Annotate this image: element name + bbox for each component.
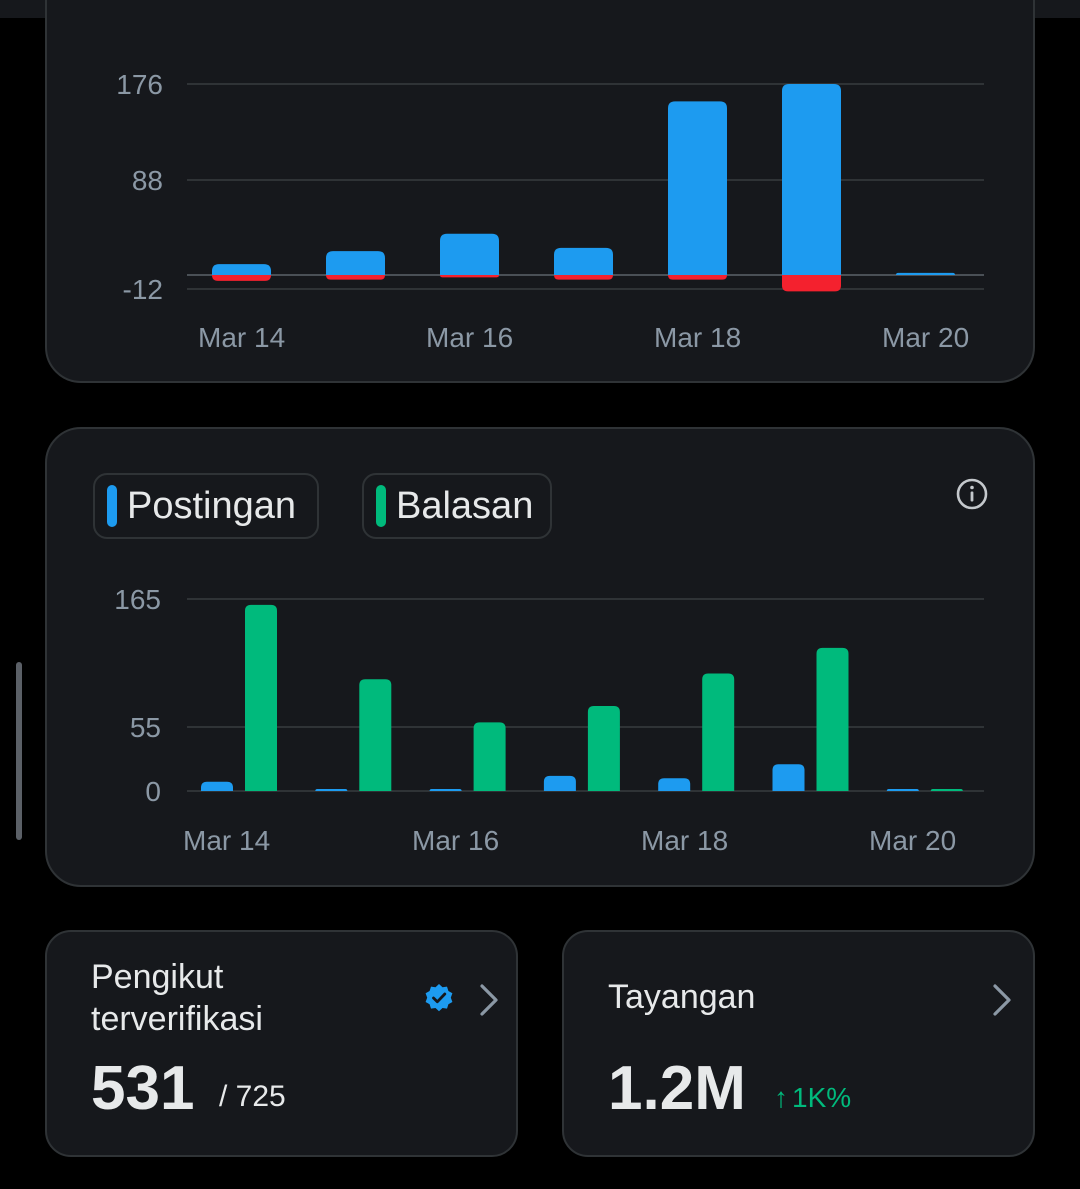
bar-chart-top: 176 88 -12 Mar 14 Mar 16 Mar 18 Mar 20: [116, 69, 984, 353]
impressions-change: 1K%: [792, 1082, 852, 1113]
verified-badge-icon: [425, 984, 453, 1012]
y-tick-label: 176: [116, 69, 163, 100]
impressions-trend: ↑ 1K%: [774, 1082, 851, 1114]
chevron-right-icon[interactable]: [990, 982, 1014, 1018]
info-icon[interactable]: [955, 477, 989, 511]
chart-card-top: 176 88 -12 Mar 14 Mar 16 Mar 18 Mar 20: [45, 0, 1035, 383]
x-tick-label: Mar 18: [654, 322, 741, 353]
bar-balasan: [473, 722, 506, 791]
legend-chip-posts[interactable]: Postingan: [93, 473, 319, 539]
verified-followers-card[interactable]: Pengikut terverifikasi 531 / 725: [45, 930, 518, 1157]
bar-postingan: [772, 764, 805, 791]
bar-positive: [440, 233, 499, 275]
impressions-title: Tayangan: [608, 978, 756, 1016]
bar-balasan: [930, 789, 963, 791]
y-tick-label: 165: [114, 584, 161, 615]
bar-balasan: [359, 679, 392, 791]
bar-positive: [668, 101, 727, 275]
x-tick-label: Mar 14: [183, 825, 270, 856]
bar-postingan: [658, 778, 691, 791]
x-tick-label: Mar 18: [641, 825, 728, 856]
y-tick-label: 88: [132, 165, 163, 196]
replies-swatch: [376, 485, 386, 527]
bar-chart-posts-replies: 165 55 0 Mar 14 Mar 16 Mar 18 Mar 20: [114, 584, 984, 856]
bar-negative: [326, 275, 385, 280]
bar-negative: [440, 275, 499, 278]
bar-balasan: [702, 673, 735, 791]
bar-balasan: [816, 647, 849, 791]
x-tick-label: Mar 20: [869, 825, 956, 856]
bar-balasan: [245, 604, 277, 791]
legend-posts-label: Postingan: [127, 484, 297, 527]
impressions-card[interactable]: Tayangan 1.2M ↑ 1K%: [562, 930, 1035, 1157]
bar-negative: [782, 275, 841, 292]
legend-chip-replies[interactable]: Balasan: [362, 473, 552, 539]
y-tick-label: 55: [130, 712, 161, 743]
x-tick-label: Mar 16: [412, 825, 499, 856]
title-line-1: Pengikut: [91, 958, 224, 996]
x-tick-label: Mar 20: [882, 322, 969, 353]
bar-negative: [554, 275, 613, 280]
bar-postingan: [429, 789, 462, 791]
impressions-count: 1.2M: [608, 1054, 746, 1123]
bar-balasan: [587, 706, 620, 791]
bar-positive: [896, 272, 955, 275]
bar-positive: [782, 84, 841, 275]
bar-postingan: [543, 775, 576, 791]
legend-replies-label: Balasan: [396, 484, 534, 527]
scrollbar[interactable]: [16, 662, 22, 840]
bar-negative: [668, 275, 727, 280]
y-tick-label: -12: [123, 274, 163, 305]
bar-positive: [326, 251, 385, 275]
x-tick-label: Mar 14: [198, 322, 285, 353]
chart-card-posts-replies: Postingan Balasan 165 55 0 Mar 14 Mar 16 Mar …: [45, 427, 1035, 887]
verified-followers-total: / 725: [219, 1080, 286, 1113]
x-tick-label: Mar 16: [426, 322, 513, 353]
chevron-right-icon[interactable]: [477, 982, 501, 1018]
bar-postingan: [201, 781, 233, 791]
title-line-2: terverifikasi: [91, 1000, 263, 1038]
verified-followers-count: 531: [91, 1054, 195, 1123]
verified-followers-title: Pengikut terverifikasi: [91, 956, 263, 1040]
arrow-up-icon: ↑: [774, 1082, 788, 1113]
bar-postingan: [886, 789, 919, 791]
y-tick-label: 0: [145, 776, 161, 807]
bar-negative: [212, 275, 271, 281]
bar-positive: [554, 247, 613, 275]
bar-postingan: [315, 789, 348, 791]
bar-positive: [212, 264, 271, 275]
posts-swatch: [107, 485, 117, 527]
